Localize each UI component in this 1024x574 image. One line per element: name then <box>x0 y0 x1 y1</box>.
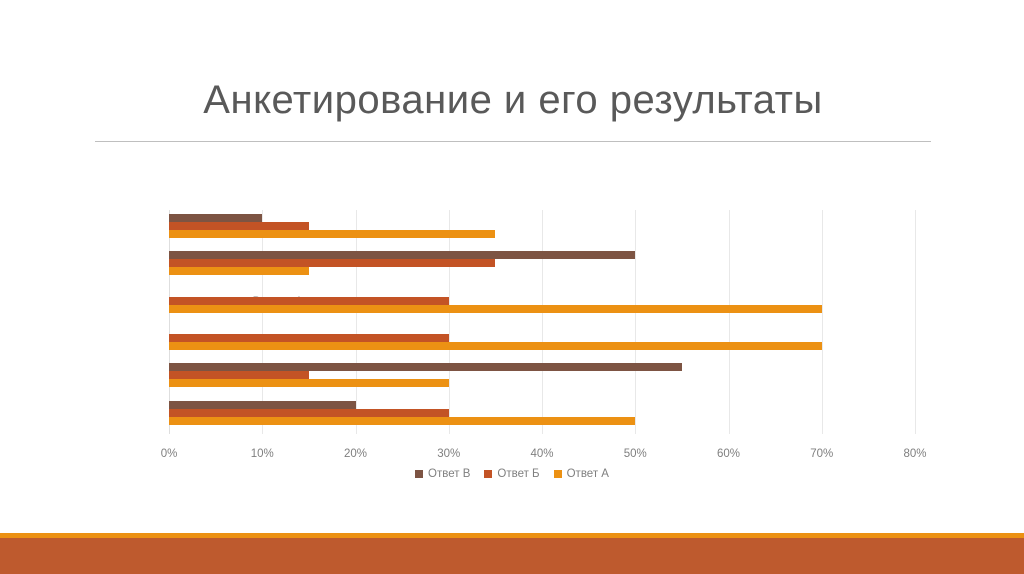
x-gridline <box>262 210 264 434</box>
legend-item[interactable]: Ответ В <box>415 468 470 480</box>
chart-category-group: Вопрос 1 <box>169 397 915 434</box>
x-axis-tick-label: 80% <box>903 448 927 460</box>
x-gridline <box>635 210 637 434</box>
chart-bar <box>169 214 263 222</box>
x-axis-tick-label: 60% <box>716 448 741 460</box>
chart-plot-area: 0%10%20%30%40%50%60%70%80%Вопрос 1Вопрос… <box>161 210 927 460</box>
x-gridline <box>821 210 823 434</box>
legend-label: Ответ В <box>428 468 471 480</box>
x-axis-tick-label: 10% <box>250 448 274 460</box>
title-divider <box>95 141 931 142</box>
legend-item[interactable]: Ответ А <box>553 468 609 480</box>
chart-bar <box>169 296 449 305</box>
legend-swatch-icon <box>415 470 424 478</box>
chart-bar <box>169 416 636 425</box>
chart-bar <box>169 379 449 388</box>
x-gridline <box>169 210 170 434</box>
legend-swatch-icon <box>484 470 493 478</box>
legend-swatch-icon <box>553 470 562 478</box>
x-gridline <box>915 210 916 434</box>
chart-bar <box>169 371 309 380</box>
chart-bar <box>169 408 449 417</box>
legend-label: Ответ Б <box>497 468 540 480</box>
chart-bar <box>169 400 356 409</box>
footer-accent-stripe <box>0 533 1024 538</box>
chart-bar <box>169 304 822 313</box>
x-axis-tick-label: 30% <box>437 448 461 460</box>
chart-bar <box>169 259 496 268</box>
x-gridline <box>355 210 357 434</box>
chart-bar <box>169 334 449 342</box>
chart-category-group: Вопрос 6 <box>169 210 915 247</box>
x-axis-tick-label: 50% <box>623 448 647 460</box>
x-axis-tick-label: 0% <box>160 448 178 460</box>
chart-category-group: Вопрос 5 <box>169 247 915 284</box>
x-gridline <box>542 210 543 434</box>
chart-category-group: Вопрос 2 <box>169 359 915 396</box>
x-axis-tick-label: 20% <box>343 448 368 460</box>
chart-category-group: Вопрос 4 <box>169 285 915 322</box>
x-axis-tick-label: 70% <box>810 448 834 460</box>
x-gridline <box>448 210 450 434</box>
page-title: Анкетирование и его результаты <box>203 78 823 122</box>
chart-category-group: Вопрос 3 <box>169 322 915 359</box>
legend-item[interactable]: Ответ Б <box>484 468 540 480</box>
footer-band <box>0 538 1024 574</box>
chart-bar <box>169 342 822 350</box>
legend-label: Ответ А <box>566 468 609 480</box>
survey-results-chart: 0%10%20%30%40%50%60%70%80%Вопрос 1Вопрос… <box>161 210 927 460</box>
chart-bar <box>169 222 309 230</box>
chart-bar <box>169 363 682 372</box>
chart-bar <box>169 267 309 276</box>
chart-bar <box>169 230 496 238</box>
chart-bar <box>169 251 636 260</box>
chart-legend: Ответ В Ответ Б Ответ А <box>0 468 1024 480</box>
x-gridline <box>728 210 730 434</box>
x-axis-tick-label: 40% <box>530 448 554 460</box>
